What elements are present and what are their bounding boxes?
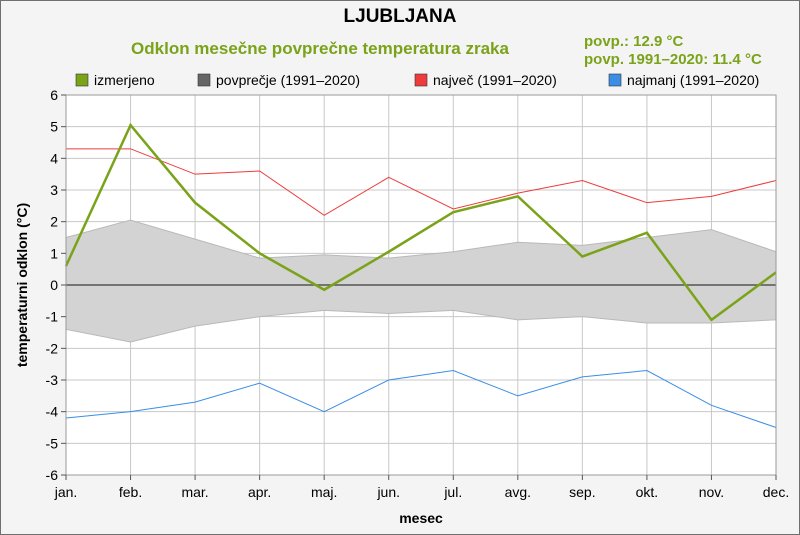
legend-swatch-max [414, 73, 428, 87]
stat-mean: povp.: 12.9 °C [584, 33, 684, 50]
legend: izmerjeno povprečje (1991–2020) največ (… [75, 72, 759, 88]
y-tick-label: -6 [46, 467, 59, 483]
y-tick-label: -5 [46, 435, 59, 451]
chart-title: LJUBLJANA [344, 6, 457, 27]
x-tick-label: sep. [569, 484, 595, 500]
stat-normal: povp. 1991–2020: 11.4 °C [584, 51, 762, 68]
x-tick-label: dec. [763, 484, 789, 500]
y-tick-label: -4 [46, 404, 59, 420]
y-axis-ticks: -6 -5 -4 -3 -2 -1 0 1 2 3 4 5 6 [46, 87, 66, 483]
legend-swatch-min [608, 73, 622, 87]
legend-label-measured: izmerjeno [94, 72, 155, 88]
y-tick-label: 5 [50, 119, 58, 135]
series-line-max [66, 148, 777, 216]
legend-label-min: najmanj (1991–2020) [627, 72, 759, 88]
y-tick-label: -3 [46, 372, 59, 388]
x-tick-label: jan. [54, 484, 78, 500]
x-tick-label: avg. [505, 484, 531, 500]
series-line-min [65, 369, 777, 428]
series-line-measured [64, 122, 777, 322]
y-tick-label: 1 [50, 245, 58, 261]
y-tick-label: 2 [50, 214, 58, 230]
x-tick-label: jul. [443, 484, 462, 500]
x-tick-label: feb. [119, 484, 142, 500]
y-tick-label: -1 [46, 309, 59, 325]
y-tick-label: 6 [50, 87, 58, 103]
legend-label-average: povprečje (1991–2020) [216, 72, 360, 88]
x-tick-label: maj. [311, 484, 337, 500]
y-tick-label: 3 [50, 182, 58, 198]
y-tick-label: -2 [46, 340, 59, 356]
y-axis-title: temperaturni odklon (°C) [14, 203, 30, 367]
x-tick-label: okt. [636, 484, 659, 500]
x-tick-label: mar. [181, 484, 208, 500]
x-tick-label: apr. [248, 484, 271, 500]
legend-swatch-measured [75, 73, 89, 87]
x-tick-label: nov. [699, 484, 724, 500]
legend-label-max: največ (1991–2020) [433, 72, 557, 88]
x-axis-ticks: jan. feb. mar. apr. maj. jun. jul. avg. sep. okt.… [54, 475, 789, 500]
y-tick-label: 0 [50, 277, 58, 293]
chart-subtitle: Odklon mesečne povprečne temperatura zra… [131, 39, 509, 58]
x-axis-title: mesec [399, 510, 443, 526]
x-tick-label: jun. [376, 484, 400, 500]
y-tick-label: 4 [50, 150, 58, 166]
legend-swatch-average [197, 73, 211, 87]
